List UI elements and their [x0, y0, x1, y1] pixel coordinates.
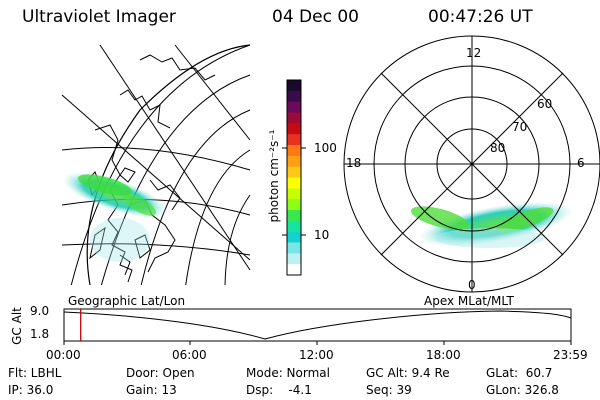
timeline-right-caption: Apex MLat/MLT: [424, 294, 514, 308]
timeline-xtick-1: 06:00: [172, 348, 207, 362]
info-gc-alt: GC Alt: 9.4 Re: [366, 366, 450, 380]
timeline-xtick-0: 00:00: [46, 348, 81, 362]
colorbar-swatch: [287, 90, 301, 103]
mlt-label-top: 12: [466, 46, 482, 60]
colorbar-swatch: [287, 155, 301, 168]
colorbar-tick-100: 100: [314, 141, 337, 155]
mlt-label-left: 18: [346, 156, 362, 170]
info-gain: Gain: 13: [126, 383, 177, 397]
geographic-map: [61, 44, 251, 285]
timeline-xtick-4: 23:59: [553, 348, 588, 362]
timeline-left-caption: Geographic Lat/Lon: [68, 294, 186, 308]
info-ip: IP: 36.0: [8, 383, 54, 397]
info-dsp: Dsp: -4.1: [246, 383, 312, 397]
colorbar-swatch: [287, 242, 301, 254]
mlt-label-right: 6: [577, 156, 585, 170]
mlt-label-bottom: 0: [468, 278, 476, 292]
colorbar-swatch: [287, 264, 301, 276]
colorbar-ticks: [282, 147, 306, 236]
lat-label-80: 80: [490, 141, 506, 155]
info-door: Door: Open: [126, 366, 195, 380]
colorbar-swatch: [287, 80, 301, 92]
colorbar-tick-10: 10: [314, 228, 330, 242]
observation-date: 04 Dec 00: [272, 7, 359, 27]
timeline-xtick-2: 12:00: [299, 348, 334, 362]
timeline-xtick-3: 18:00: [426, 348, 461, 362]
timeline-ytick-top: 9.0: [30, 304, 50, 318]
observation-time: 00:47:26 UT: [428, 7, 533, 27]
lat-label-70: 70: [512, 120, 528, 134]
timeline-plot: [63, 308, 572, 345]
colorbar-swatch: [287, 123, 301, 135]
lat-label-60: 60: [537, 97, 553, 111]
colorbar-swatch: [287, 112, 301, 124]
info-glon: GLon: 326.8: [486, 383, 559, 397]
colorbar-swatch: [287, 253, 301, 265]
info-flt: Flt: LBHL: [8, 366, 62, 380]
info-glat: GLat: 60.7: [486, 366, 553, 380]
instrument-title: Ultraviolet Imager: [22, 7, 176, 27]
colorbar-swatch: [287, 188, 301, 200]
colorbar-swatch: [287, 166, 301, 179]
colorbar-swatch: [287, 210, 301, 222]
colorbar: [286, 79, 302, 276]
colorbar-swatch: [287, 134, 301, 146]
colorbar-unit-label: photon cm⁻²s⁻¹: [267, 129, 281, 223]
colorbar-swatch: [287, 199, 301, 211]
timeline-ylabel: GC Alt: [10, 307, 24, 345]
colorbar-border: [286, 79, 302, 276]
info-seq: Seq: 39: [366, 383, 412, 397]
geographic-aurora: [62, 172, 168, 262]
info-mode: Mode: Normal: [246, 366, 330, 380]
colorbar-swatch: [287, 231, 301, 244]
colorbar-swatch: [287, 220, 301, 233]
polar-plot: [343, 35, 600, 293]
colorbar-swatch: [287, 145, 301, 157]
timeline-ytick-bottom: 1.8: [30, 327, 50, 341]
colorbar-swatch: [287, 177, 301, 189]
colorbar-swatch: [287, 101, 301, 114]
